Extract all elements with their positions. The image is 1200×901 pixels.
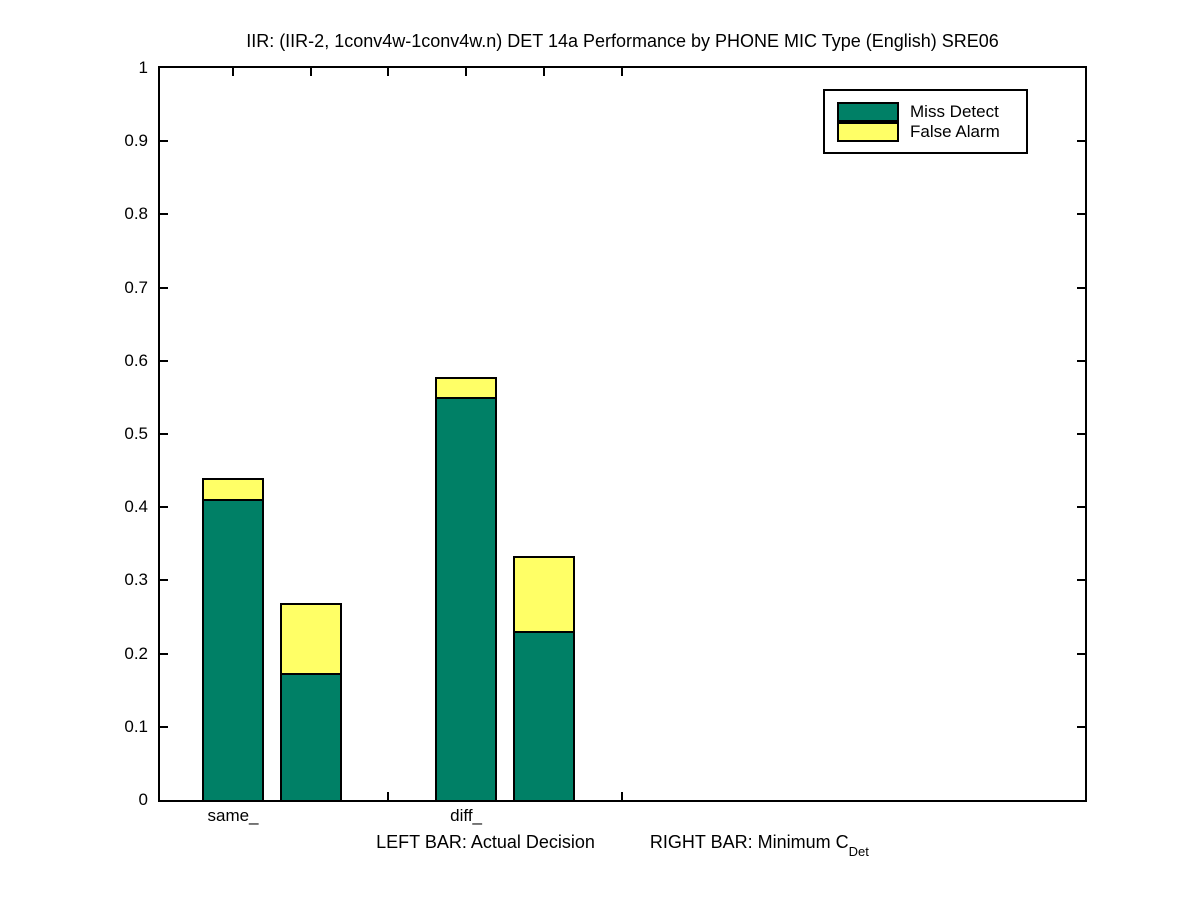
bar-false-alarm-same_minimum-cdet	[279, 603, 342, 676]
bar-miss-detect-diff_actual-decision	[435, 397, 498, 800]
y-tick-label: 0.4	[124, 497, 148, 517]
legend-label: Miss Detect	[910, 101, 999, 121]
x-tick-label-same: same_	[207, 806, 259, 825]
y-tick-right	[1077, 652, 1085, 655]
legend-rows: Miss Detect False Alarm	[837, 101, 1026, 142]
x-tick-bottom	[387, 792, 390, 800]
y-tick-label: 0.7	[124, 277, 148, 297]
y-tick-right	[1077, 579, 1085, 582]
y-tick-left	[160, 359, 168, 362]
y-tick-right	[1077, 433, 1085, 435]
y-tick-label: 0.1	[124, 716, 148, 736]
y-tick-label: 0.5	[124, 424, 148, 443]
bar-false-alarm-diff_minimum-cdet	[512, 555, 575, 633]
y-tick-right	[1077, 213, 1085, 216]
y-tick-left	[160, 506, 168, 509]
bar-miss-detect-same_minimum-cdet	[279, 673, 342, 800]
x-axis-caption: LEFT BAR: Actual Decision RIGHT BAR: Min…	[158, 832, 1087, 858]
x-tick-label-diff: diff_	[450, 806, 482, 825]
y-tick-right	[1077, 506, 1085, 509]
y-tick-right	[1077, 286, 1085, 289]
y-tick-label: 0.9	[124, 131, 148, 151]
y-tick-left	[160, 433, 168, 435]
y-tick-label: 1	[138, 58, 148, 77]
legend: Miss Detect False Alarm	[823, 89, 1028, 154]
plot-area	[158, 66, 1087, 802]
y-tick-label: 0	[138, 790, 148, 809]
legend-label: False Alarm	[910, 121, 1000, 141]
y-tick-left	[160, 725, 168, 728]
caption-right-bar-main: RIGHT BAR: Minimum C	[649, 832, 849, 852]
x-tick-top	[387, 68, 390, 76]
y-tick-right	[1077, 359, 1085, 362]
caption-left-bar-text: LEFT BAR: Actual Decision	[376, 832, 595, 852]
legend-item: False Alarm	[837, 121, 1026, 142]
bar-miss-detect-same_actual-decision	[202, 499, 264, 800]
y-tick-right	[1077, 140, 1085, 143]
bar-false-alarm-same_actual-decision	[202, 477, 264, 502]
chart-title: IIR: (IIR-2, 1conv4w-1conv4w.n) DET 14a …	[246, 31, 999, 51]
y-tick-left	[160, 286, 168, 289]
x-tick-top	[620, 68, 623, 76]
bar-miss-detect-diff_minimum-cdet	[512, 630, 575, 800]
bar-false-alarm-diff_actual-decision	[435, 376, 498, 400]
y-tick-label: 0.3	[124, 570, 148, 590]
y-tick-left	[160, 213, 168, 216]
legend-swatch-false-alarm	[837, 121, 899, 142]
legend-item: Miss Detect	[837, 101, 1026, 122]
caption-right-bar-text: RIGHT BAR: Minimum CDet	[649, 832, 869, 858]
y-tick-left	[160, 579, 168, 582]
y-tick-left	[160, 140, 168, 143]
y-tick-left	[160, 652, 168, 655]
x-tick-bottom	[620, 792, 623, 800]
x-tick-top	[465, 68, 468, 76]
x-tick-top	[542, 68, 545, 76]
caption-cdet-subscript: Det	[848, 843, 869, 859]
legend-swatch-miss-detect	[837, 101, 899, 122]
y-tick-label: 0.2	[124, 643, 148, 663]
x-tick-top	[309, 68, 312, 76]
y-tick-right	[1077, 725, 1085, 728]
x-tick-top	[232, 68, 234, 76]
y-tick-label: 0.6	[124, 350, 148, 370]
y-tick-label: 0.8	[124, 204, 148, 224]
